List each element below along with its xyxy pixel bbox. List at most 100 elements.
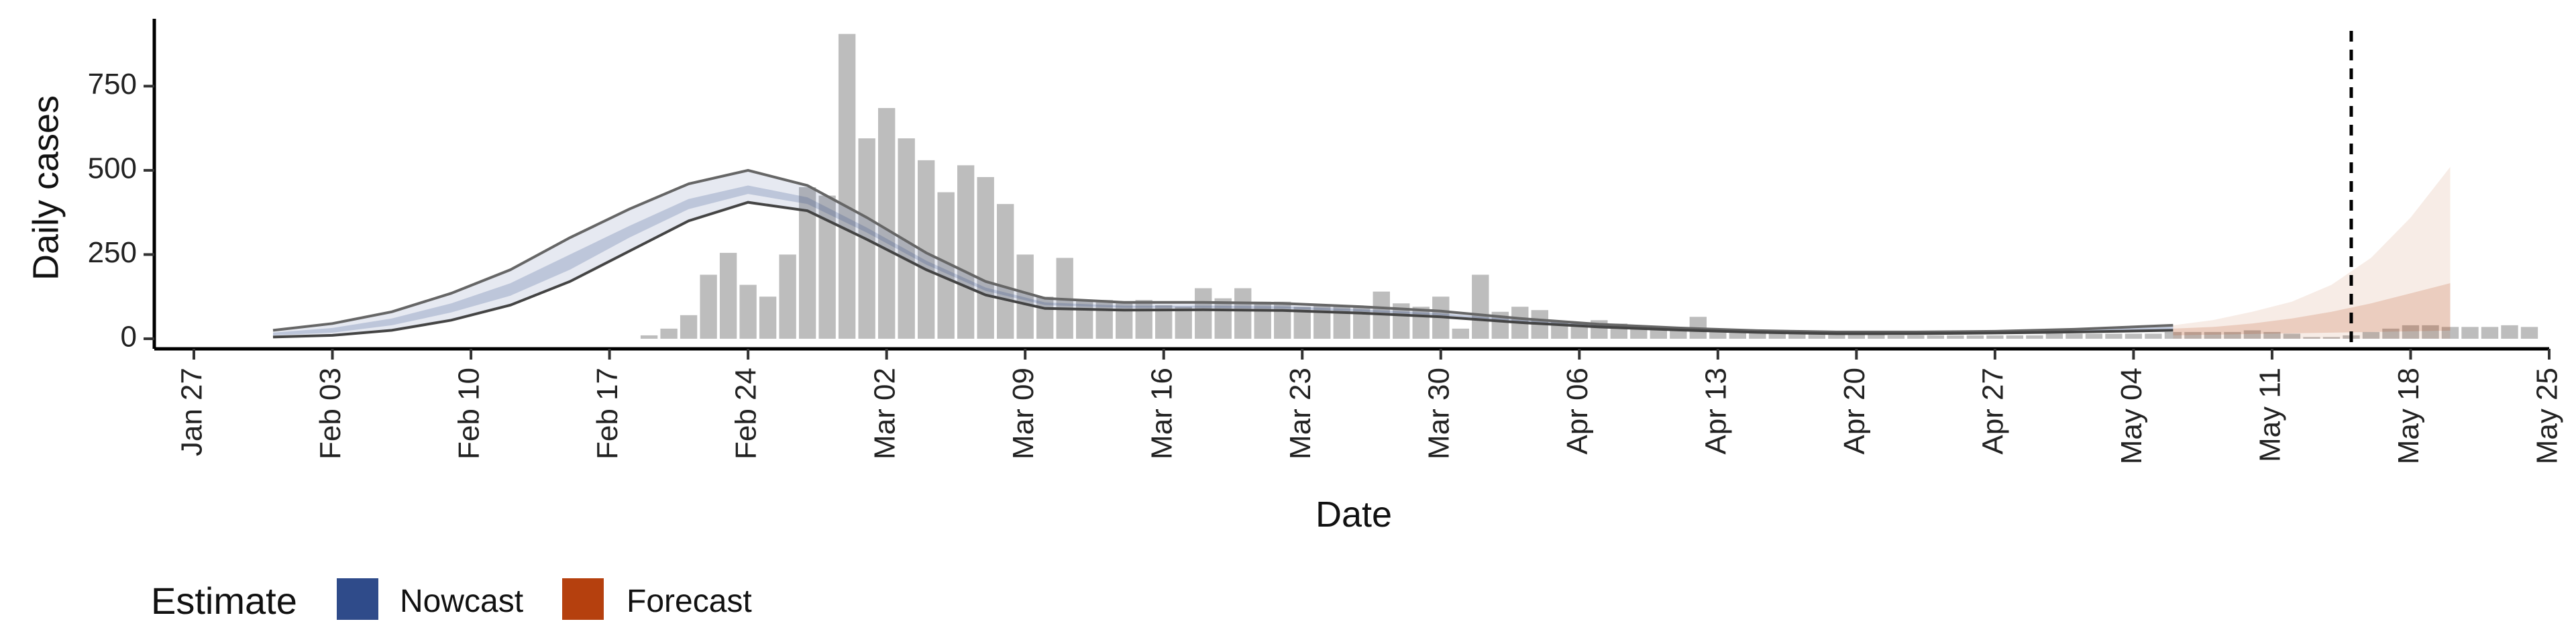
x-ticks: Jan 27 Feb 03 Feb 10 Feb 17 Feb 24 Mar 02 Mar …: [176, 349, 2564, 464]
bar: [2026, 335, 2043, 339]
bar: [1116, 301, 1133, 339]
y-axis-title: Daily cases: [25, 95, 66, 280]
bar: [700, 274, 717, 339]
bar: [1788, 331, 1806, 339]
x-tick-label: Apr 06: [1561, 368, 1594, 455]
bar: [660, 328, 678, 339]
x-tick-label: Jan 27: [176, 368, 209, 456]
bar: [2402, 325, 2420, 339]
bar: [877, 108, 896, 339]
x-tick-label: Apr 27: [1977, 368, 2010, 455]
bar: [2362, 331, 2380, 339]
x-tick-label: Feb 10: [453, 368, 486, 460]
bar: [1234, 288, 1252, 339]
forecast-outer-band: [2173, 166, 2451, 339]
bar: [1333, 305, 1350, 339]
bar: [1966, 335, 1984, 339]
y-ticks: 0 250 500 750: [88, 68, 154, 354]
forecast-inner-band: [2173, 283, 2451, 335]
x-tick-label: Mar 30: [1422, 368, 1455, 460]
bar: [680, 315, 698, 339]
nowcast-upper-line: [272, 168, 2174, 333]
bar: [1927, 335, 1945, 339]
bar: [2184, 331, 2202, 339]
x-tick-label: Mar 09: [1007, 368, 1040, 460]
legend-label-forecast: Forecast: [627, 584, 752, 619]
bar: [759, 297, 777, 339]
x-axis-title: Date: [1316, 494, 1392, 535]
bar: [2145, 333, 2162, 339]
bar: [2520, 327, 2538, 339]
bar: [2461, 327, 2479, 339]
bar: [2243, 330, 2261, 339]
y-tick-label: 500: [88, 152, 137, 185]
bar: [957, 165, 975, 339]
bar: [779, 254, 796, 339]
bar: [1195, 288, 1212, 339]
bar: [2125, 333, 2143, 339]
bar: [1650, 328, 1668, 339]
x-tick-label: Mar 16: [1145, 368, 1178, 460]
bar: [2303, 337, 2320, 339]
bar: [1947, 335, 1964, 339]
bar: [1907, 335, 1925, 339]
x-tick-label: Feb 24: [730, 368, 763, 460]
bar: [1847, 333, 1866, 339]
x-tick-label: May 11: [2254, 368, 2287, 462]
bar: [2085, 333, 2103, 339]
y-tick-label: 250: [88, 236, 137, 269]
bar: [2006, 335, 2024, 339]
bar: [2045, 333, 2063, 339]
y-tick-label: 0: [121, 321, 137, 354]
bar: [640, 335, 658, 339]
bar: [1452, 328, 1469, 339]
bar: [2283, 333, 2301, 339]
bar: [1016, 254, 1034, 339]
bar: [2441, 327, 2459, 339]
bar: [977, 176, 994, 339]
x-tick-label: Apr 13: [1699, 368, 1732, 455]
bar: [838, 34, 856, 339]
bar: [2263, 331, 2281, 339]
forecast-layer: [2173, 166, 2451, 339]
x-tick-label: Feb 17: [591, 368, 624, 460]
bar: [2105, 333, 2123, 339]
bar: [1887, 335, 1905, 339]
bar: [1076, 300, 1093, 339]
bar: [1868, 333, 1885, 339]
bar: [2501, 325, 2518, 339]
bar: [1175, 307, 1192, 339]
bar: [1412, 307, 1430, 339]
bar: [2224, 331, 2241, 339]
legend-swatch-nowcast: [337, 578, 378, 620]
x-tick-label: Apr 20: [1838, 368, 1871, 455]
bar: [2204, 331, 2222, 339]
legend-swatch-forecast: [562, 578, 604, 620]
bar: [1135, 300, 1152, 339]
legend: Estimate Nowcast Forecast: [151, 578, 752, 622]
bar: [1472, 274, 1489, 339]
x-tick-label: May 04: [2115, 368, 2148, 464]
y-tick-label: 750: [88, 68, 137, 101]
bar: [1768, 331, 1786, 339]
nowcast-layer: [272, 168, 2174, 339]
bar: [2164, 331, 2182, 339]
nowcast-lower-line: [272, 201, 2174, 339]
x-tick-label: Mar 02: [868, 368, 901, 460]
bar: [1095, 300, 1113, 339]
x-tick-label: May 25: [2531, 368, 2564, 464]
bar: [719, 252, 737, 339]
bar: [1254, 301, 1271, 339]
axes-layer: [152, 19, 2549, 351]
bar: [2481, 327, 2499, 339]
bars-layer: [640, 34, 2538, 339]
x-tick-label: Feb 03: [314, 368, 347, 460]
bar: [1808, 331, 1826, 339]
x-tick-label: Mar 23: [1284, 368, 1317, 460]
bar: [1986, 335, 2004, 339]
x-tick-label: May 18: [2392, 368, 2425, 464]
legend-label-nowcast: Nowcast: [400, 584, 523, 619]
legend-title: Estimate: [151, 580, 297, 622]
bar: [1214, 298, 1232, 339]
